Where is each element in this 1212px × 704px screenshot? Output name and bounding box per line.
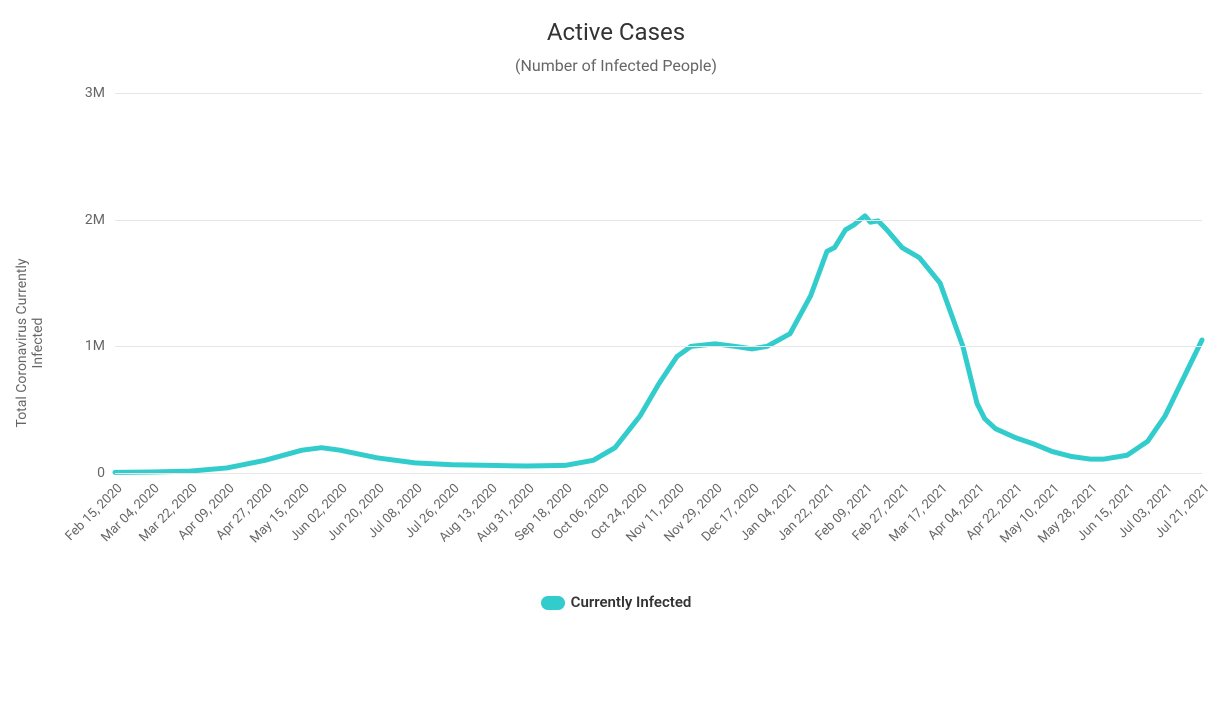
legend-swatch <box>541 596 565 610</box>
line-series <box>115 93 1202 473</box>
legend-label: Currently Infected <box>571 593 692 611</box>
active-cases-chart: Active Cases (Number of Infected People)… <box>10 18 1212 694</box>
plot-area: 01M2M3M <box>115 93 1202 473</box>
legend: Currently Infected <box>10 593 1212 611</box>
grid-line <box>115 93 1202 94</box>
grid-line <box>115 220 1202 221</box>
y-tick-label: 1M <box>85 338 105 354</box>
x-axis-ticks: Feb 15, 2020Mar 04, 2020Mar 22, 2020Apr … <box>115 473 1202 593</box>
plot-wrapper: Total Coronavirus Currently Infected 01M… <box>10 93 1212 593</box>
currently-infected-line <box>115 216 1202 473</box>
y-axis-label: Total Coronavirus Currently Infected <box>14 243 46 443</box>
y-tick-label: 3M <box>85 85 105 101</box>
chart-title: Active Cases <box>10 18 1212 46</box>
y-tick-label: 2M <box>85 212 105 228</box>
chart-subtitle: (Number of Infected People) <box>10 56 1212 75</box>
y-tick-label: 0 <box>97 465 105 481</box>
grid-line <box>115 346 1202 347</box>
